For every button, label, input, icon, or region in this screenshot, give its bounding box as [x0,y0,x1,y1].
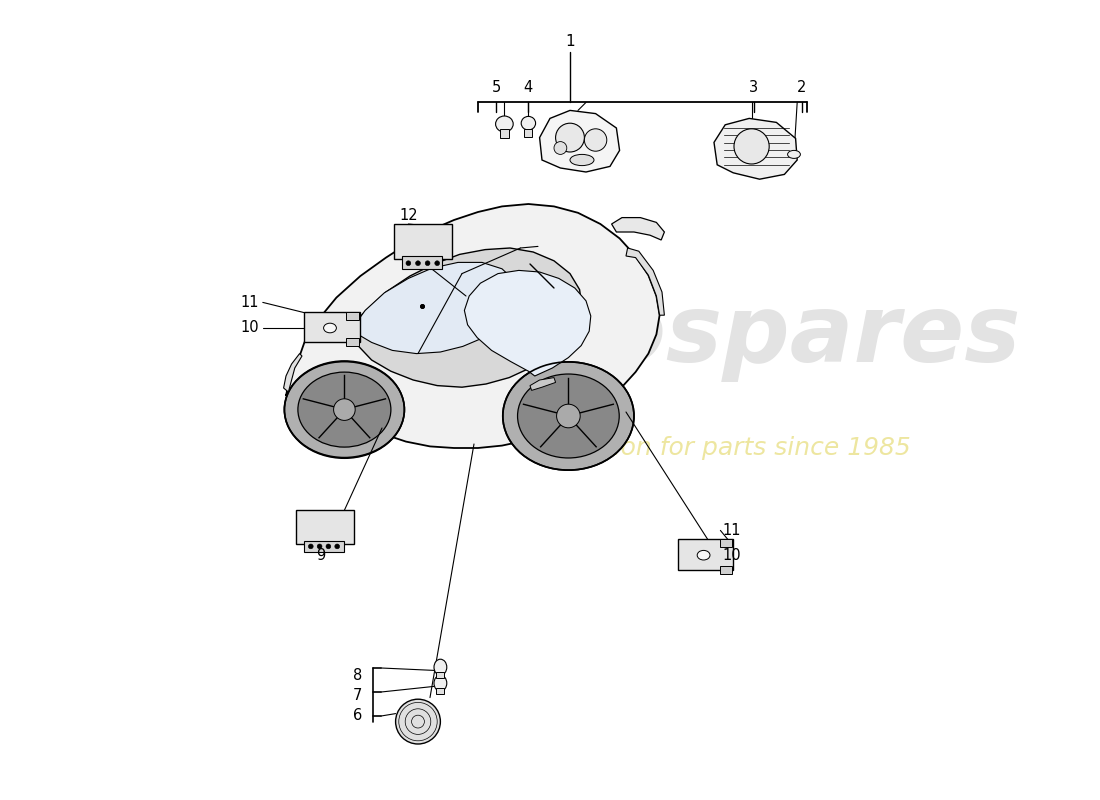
FancyBboxPatch shape [678,539,734,570]
Circle shape [326,544,331,549]
Bar [305,541,344,552]
Text: 3: 3 [749,81,759,95]
Text: 5: 5 [492,81,500,95]
Text: 11: 11 [722,523,740,538]
Circle shape [584,129,607,151]
Bar [437,688,444,694]
Circle shape [308,544,314,549]
Polygon shape [284,354,302,392]
Ellipse shape [697,550,710,560]
Circle shape [554,142,566,154]
Polygon shape [714,118,797,179]
Text: a passion for parts since 1985: a passion for parts since 1985 [534,436,911,460]
Text: 2: 2 [798,81,806,95]
Text: 1: 1 [565,34,575,49]
Ellipse shape [521,117,536,130]
Text: 8: 8 [353,669,362,683]
Circle shape [557,404,580,428]
Circle shape [416,261,420,266]
Bar [346,338,359,346]
Text: 12: 12 [399,209,418,223]
Ellipse shape [323,323,337,333]
Polygon shape [540,110,619,172]
Circle shape [406,261,410,266]
Ellipse shape [503,362,634,470]
Text: 10: 10 [241,321,258,335]
Text: 7: 7 [353,689,362,703]
Polygon shape [612,218,664,240]
Circle shape [426,261,430,266]
Circle shape [317,544,322,549]
Ellipse shape [788,150,801,158]
Ellipse shape [298,372,390,447]
Polygon shape [626,248,664,315]
Bar [525,129,532,137]
Bar [437,672,444,678]
Circle shape [734,129,769,164]
Circle shape [434,261,440,266]
Text: 9: 9 [316,549,324,563]
Ellipse shape [285,361,405,458]
Bar [499,129,509,138]
Bar [402,256,442,269]
Bar [719,566,733,574]
Ellipse shape [518,374,619,458]
Ellipse shape [434,675,447,691]
Text: 4: 4 [524,81,534,95]
Bar [346,312,359,320]
Ellipse shape [496,116,514,132]
FancyBboxPatch shape [394,224,452,259]
Ellipse shape [434,659,447,675]
Polygon shape [286,204,660,448]
Circle shape [333,399,355,421]
Bar [719,539,733,547]
Polygon shape [350,248,582,387]
Polygon shape [530,378,556,390]
Polygon shape [352,262,518,354]
Circle shape [556,123,584,152]
Text: eurospares: eurospares [424,290,1021,382]
Circle shape [396,699,440,744]
Circle shape [334,544,340,549]
Text: 11: 11 [241,295,258,310]
Text: 6: 6 [353,709,362,723]
FancyBboxPatch shape [305,312,360,342]
Text: 10: 10 [722,549,740,563]
Polygon shape [464,270,591,376]
Ellipse shape [570,154,594,166]
FancyBboxPatch shape [296,510,354,544]
